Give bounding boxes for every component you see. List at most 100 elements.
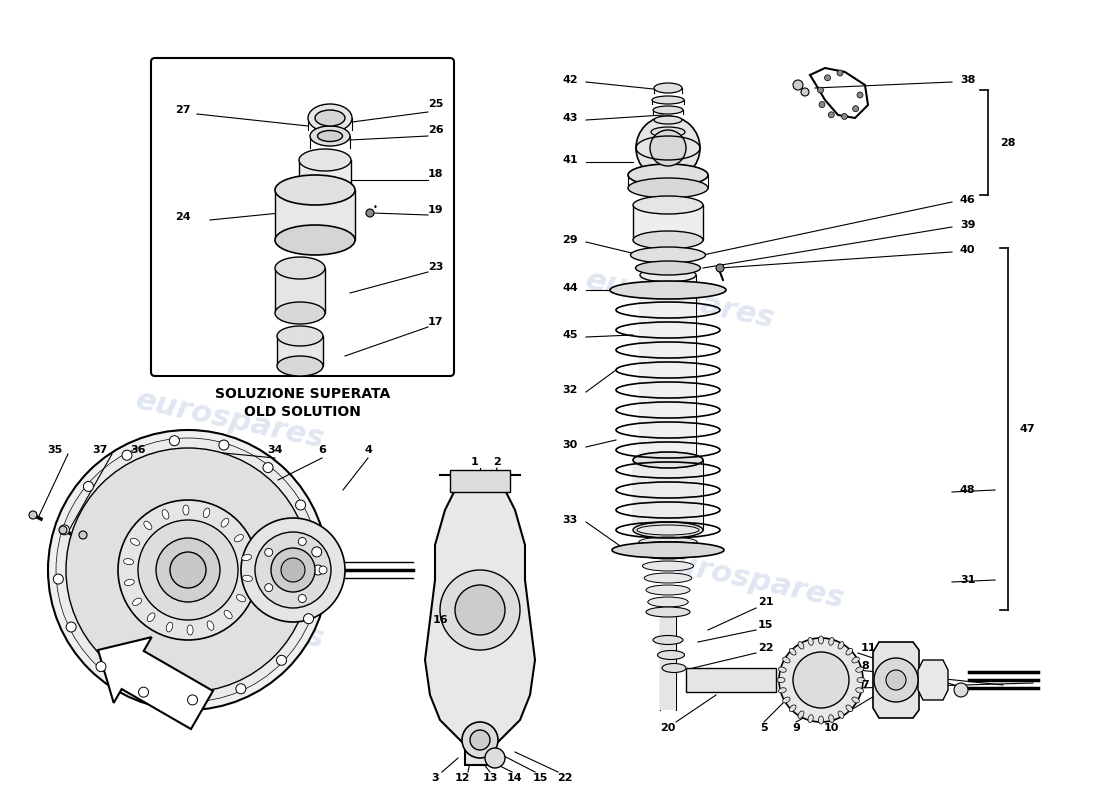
Text: 29: 29 <box>562 235 578 245</box>
Ellipse shape <box>648 597 689 607</box>
Text: eurospares: eurospares <box>133 386 328 454</box>
Circle shape <box>122 450 132 460</box>
Ellipse shape <box>224 610 232 619</box>
Ellipse shape <box>162 510 169 519</box>
Ellipse shape <box>808 714 813 722</box>
Text: 7: 7 <box>861 680 869 690</box>
Ellipse shape <box>628 178 708 198</box>
Ellipse shape <box>852 697 859 703</box>
Circle shape <box>66 622 76 632</box>
Text: 15: 15 <box>758 620 773 630</box>
Text: •: • <box>373 203 377 213</box>
Circle shape <box>828 112 834 118</box>
Text: 21: 21 <box>758 597 773 607</box>
Circle shape <box>235 684 246 694</box>
Circle shape <box>296 500 306 510</box>
Ellipse shape <box>275 302 324 324</box>
FancyBboxPatch shape <box>151 58 454 376</box>
Ellipse shape <box>646 585 690 595</box>
Text: 20: 20 <box>660 723 675 733</box>
Text: 32: 32 <box>562 385 578 395</box>
Ellipse shape <box>783 697 790 703</box>
Circle shape <box>29 511 37 519</box>
Ellipse shape <box>318 130 342 142</box>
Circle shape <box>455 585 505 635</box>
Circle shape <box>66 448 310 692</box>
Circle shape <box>314 565 323 575</box>
Text: 22: 22 <box>558 773 573 783</box>
Ellipse shape <box>783 657 790 663</box>
Ellipse shape <box>632 452 703 468</box>
Circle shape <box>139 687 148 697</box>
Ellipse shape <box>658 650 684 659</box>
Text: 9: 9 <box>792 723 800 733</box>
Circle shape <box>280 558 305 582</box>
Ellipse shape <box>275 225 355 255</box>
Bar <box>275 190 355 240</box>
Ellipse shape <box>144 521 152 530</box>
Circle shape <box>170 552 206 588</box>
Circle shape <box>48 430 328 710</box>
Text: 18: 18 <box>428 169 443 179</box>
Text: 22: 22 <box>758 643 773 653</box>
Ellipse shape <box>808 638 813 646</box>
Text: 8: 8 <box>861 661 869 671</box>
Text: 41: 41 <box>562 155 578 165</box>
Text: 35: 35 <box>47 445 63 455</box>
Text: 31: 31 <box>960 575 976 585</box>
Text: 25: 25 <box>428 99 443 109</box>
Circle shape <box>59 526 67 534</box>
Ellipse shape <box>630 247 705 263</box>
Ellipse shape <box>166 622 173 632</box>
Ellipse shape <box>799 711 804 718</box>
Ellipse shape <box>818 636 824 644</box>
Circle shape <box>96 662 106 672</box>
Text: OLD SOLUTION: OLD SOLUTION <box>244 405 361 419</box>
Circle shape <box>56 438 320 702</box>
Ellipse shape <box>777 678 785 682</box>
Ellipse shape <box>857 678 865 682</box>
Text: eurospares: eurospares <box>133 586 328 654</box>
Circle shape <box>716 264 724 272</box>
Text: 2: 2 <box>493 457 500 467</box>
Text: 13: 13 <box>482 773 497 783</box>
Ellipse shape <box>133 598 142 606</box>
Ellipse shape <box>628 164 708 186</box>
Circle shape <box>366 209 374 217</box>
Ellipse shape <box>124 579 134 586</box>
Circle shape <box>138 520 238 620</box>
Text: 27: 27 <box>175 105 190 115</box>
Circle shape <box>276 655 286 666</box>
Ellipse shape <box>654 116 682 124</box>
Circle shape <box>636 116 700 180</box>
Circle shape <box>53 574 64 584</box>
Text: 6: 6 <box>318 445 326 455</box>
Text: 23: 23 <box>428 262 443 272</box>
Circle shape <box>187 695 198 705</box>
Ellipse shape <box>242 575 252 582</box>
Text: 3: 3 <box>431 773 439 783</box>
Ellipse shape <box>856 688 864 693</box>
Ellipse shape <box>779 688 786 693</box>
Text: 4: 4 <box>364 445 372 455</box>
Ellipse shape <box>299 149 351 171</box>
Ellipse shape <box>828 714 834 722</box>
Text: 26: 26 <box>428 125 443 135</box>
Text: 44: 44 <box>562 283 578 293</box>
Ellipse shape <box>662 663 686 673</box>
Text: 1: 1 <box>471 457 478 467</box>
Circle shape <box>779 638 864 722</box>
Ellipse shape <box>221 518 229 527</box>
Circle shape <box>298 538 306 546</box>
Text: 37: 37 <box>92 445 108 455</box>
Circle shape <box>156 538 220 602</box>
Text: 19: 19 <box>428 205 443 215</box>
Ellipse shape <box>846 705 852 712</box>
Text: eurospares: eurospares <box>652 546 847 614</box>
Bar <box>632 205 703 240</box>
Ellipse shape <box>610 281 726 299</box>
Ellipse shape <box>308 104 352 132</box>
Ellipse shape <box>632 196 703 214</box>
Ellipse shape <box>234 534 243 542</box>
Text: eurospares: eurospares <box>583 266 778 334</box>
